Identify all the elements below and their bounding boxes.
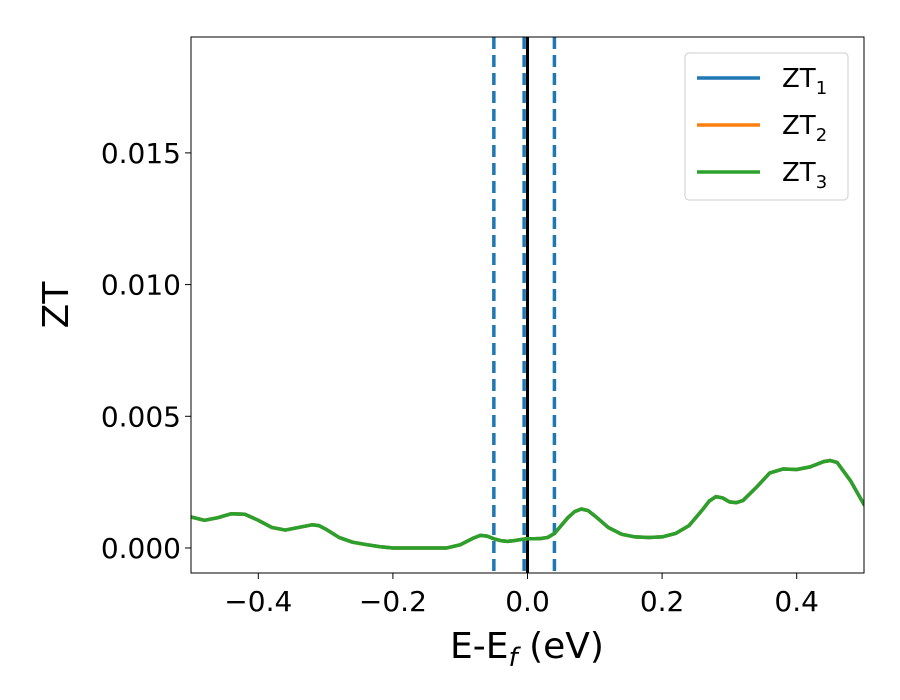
y-tick-label: 0.010	[101, 269, 181, 302]
x-tick-label: −0.2	[359, 585, 427, 618]
legend-label-zt3: ZT3	[782, 158, 827, 193]
x-axis-label: E-Ef (eV)	[450, 626, 604, 673]
y-tick-label: 0.015	[101, 137, 181, 170]
reference-lines	[492, 37, 557, 573]
legend-label-zt1: ZT1	[782, 64, 827, 99]
series-line-zt3	[191, 458, 864, 550]
x-tick-label: −0.4	[224, 585, 292, 618]
x-tick-label: 0.0	[505, 585, 550, 618]
y-tick-label: 0.000	[101, 532, 181, 565]
series-layer	[191, 458, 864, 550]
y-axis-ticks: 0.000 0.005 0.010 0.015	[101, 137, 191, 565]
legend-box	[684, 52, 849, 201]
legend-label-zt2: ZT2	[782, 111, 827, 146]
x-tick-label: 0.2	[640, 585, 685, 618]
y-axis-label: ZT	[36, 281, 77, 329]
x-tick-label: 0.4	[774, 585, 819, 618]
y-tick-label: 0.005	[101, 400, 181, 433]
legend: ZT1 ZT2 ZT3	[684, 52, 849, 201]
x-axis-ticks: −0.4 −0.2 0.0 0.2 0.4	[224, 573, 819, 618]
